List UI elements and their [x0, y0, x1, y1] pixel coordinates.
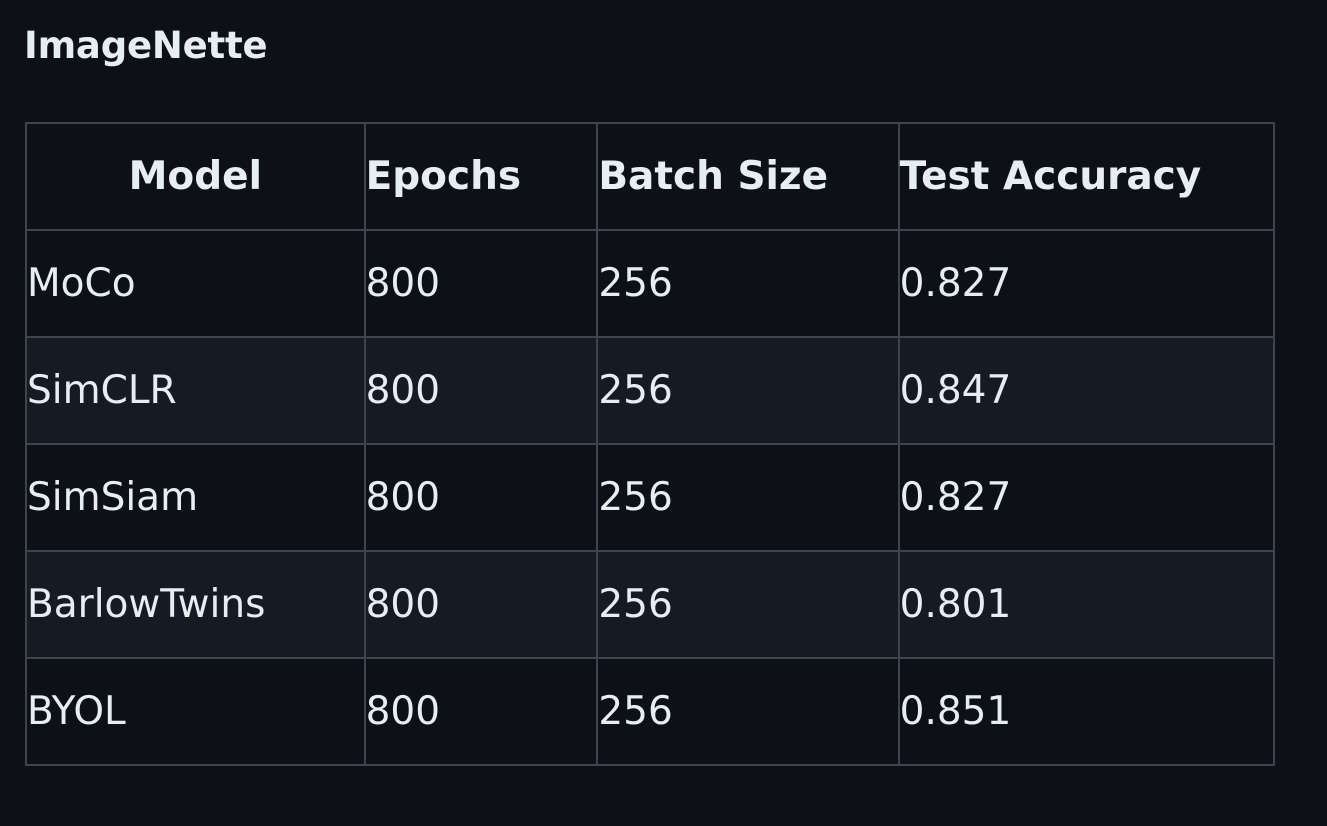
cell-test-accuracy: 0.847 [897, 336, 1276, 445]
cell-test-accuracy: 0.827 [897, 443, 1276, 552]
cell-batch-size: 256 [596, 229, 900, 338]
results-table: Model Epochs Batch Size Test Accuracy Mo… [25, 122, 1276, 766]
cell-epochs: 800 [363, 443, 599, 552]
cell-model: MoCo [25, 229, 366, 338]
cell-batch-size: 256 [596, 443, 900, 552]
table-row: MoCo 800 256 0.827 [25, 229, 1276, 338]
table-row: BarlowTwins 800 256 0.801 [25, 550, 1276, 659]
cell-model: SimCLR [25, 336, 366, 445]
cell-batch-size: 256 [596, 336, 900, 445]
cell-model: BarlowTwins [25, 550, 366, 659]
cell-model: BYOL [25, 657, 366, 766]
page-heading: ImageNette [24, 24, 268, 67]
cell-test-accuracy: 0.801 [897, 550, 1276, 659]
table-header-row: Model Epochs Batch Size Test Accuracy [25, 122, 1276, 231]
cell-epochs: 800 [363, 336, 599, 445]
column-header-batch-size: Batch Size [596, 122, 900, 231]
column-header-epochs: Epochs [363, 122, 599, 231]
cell-test-accuracy: 0.827 [897, 229, 1276, 338]
table-row: BYOL 800 256 0.851 [25, 657, 1276, 766]
cell-batch-size: 256 [596, 550, 900, 659]
cell-epochs: 800 [363, 229, 599, 338]
cell-test-accuracy: 0.851 [897, 657, 1276, 766]
table-row: SimCLR 800 256 0.847 [25, 336, 1276, 445]
cell-epochs: 800 [363, 657, 599, 766]
cell-model: SimSiam [25, 443, 366, 552]
table-row: SimSiam 800 256 0.827 [25, 443, 1276, 552]
column-header-test-accuracy: Test Accuracy [897, 122, 1276, 231]
column-header-model: Model [25, 122, 366, 231]
cell-epochs: 800 [363, 550, 599, 659]
cell-batch-size: 256 [596, 657, 900, 766]
